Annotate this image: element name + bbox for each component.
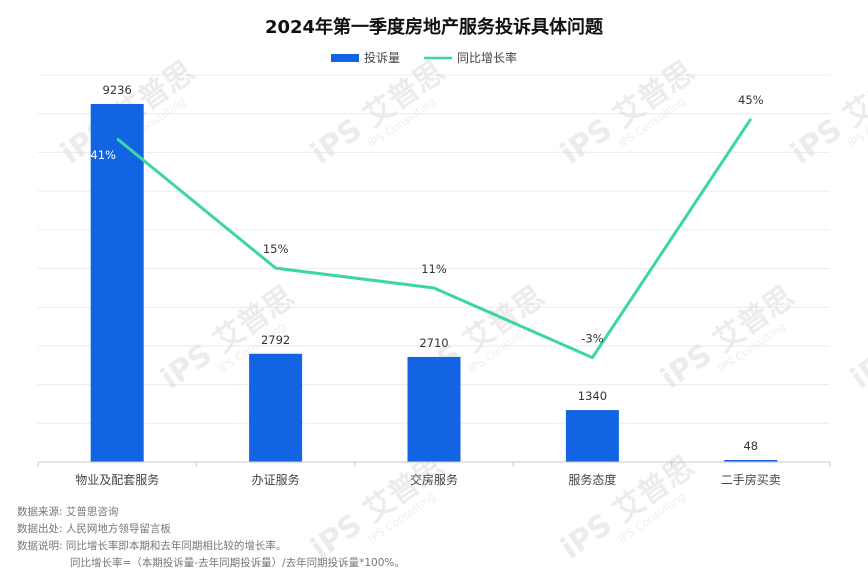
rate-value-labels: 41% 15% 11% -3% 45%: [90, 93, 763, 346]
rate-value-label: 41%: [90, 148, 116, 162]
note-source-text: 艾普思咨询: [65, 506, 119, 518]
bar-0: [90, 104, 144, 462]
x-tick-label: 物业及配套服务: [75, 472, 159, 487]
note-origin: 数据出处: 人民网地方领导留言板: [17, 521, 405, 538]
legend-bar-label: 投诉量: [364, 50, 400, 65]
bar-1: [249, 353, 303, 462]
rate-value-label: 15%: [263, 242, 289, 256]
x-axis: 物业及配套服务 办证服务 交房服务 服务态度 二手房买卖: [37, 461, 831, 487]
bar-value-label: 48: [743, 439, 758, 453]
x-tick-label: 办证服务: [252, 472, 300, 487]
watermark-brand: iPS 艾普思: [845, 279, 868, 396]
rate-line: [116, 118, 753, 360]
note-formula-text: 同比增长率=（本期投诉量-去年同期投诉量）/去年同期投诉量*100%。: [70, 557, 405, 569]
bar-value-label: 9236: [103, 83, 132, 97]
note-formula: 同比增长率=（本期投诉量-去年同期投诉量）/去年同期投诉量*100%。: [17, 555, 405, 572]
rate-point: [275, 267, 277, 269]
note-explanation: 数据说明: 同比增长率即本期和去年同期相比较的增长率。: [17, 538, 405, 555]
note-source-label: 数据来源:: [17, 506, 63, 518]
chart-title: 2024年第一季度房地产服务投诉具体问题: [265, 16, 604, 38]
bar-series: [90, 104, 778, 462]
rate-point: [591, 357, 593, 359]
watermark-brand: iPS 艾普思: [555, 449, 701, 566]
bar-3: [565, 410, 619, 462]
x-tick-label: 交房服务: [410, 472, 458, 487]
watermark-brand: iPS 艾普思: [305, 54, 451, 171]
note-origin-text: 人民网地方领导留言板: [65, 523, 171, 535]
rate-point: [433, 287, 435, 289]
bar-4: [724, 460, 778, 462]
rate-value-label: 45%: [738, 93, 764, 107]
footnotes: 数据来源: 艾普思咨询 数据出处: 人民网地方领导留言板 数据说明: 同比增长率…: [17, 504, 405, 572]
legend-bar-swatch: [331, 54, 359, 62]
x-tick-label: 二手房买卖: [721, 472, 781, 487]
bar-value-label: 2710: [419, 336, 448, 350]
watermark-brand: iPS 艾普思: [555, 54, 701, 171]
watermark-brand: iPS 艾普思: [655, 279, 801, 396]
rate-value-label: 11%: [421, 262, 447, 276]
legend: 投诉量 同比增长率: [331, 50, 517, 65]
rate-point: [116, 138, 118, 140]
rate-value-label: -3%: [581, 332, 603, 346]
line-series: [116, 118, 753, 360]
note-explanation-text: 同比增长率即本期和去年同期相比较的增长率。: [65, 540, 287, 552]
legend-line-label: 同比增长率: [457, 50, 517, 65]
bar-value-labels: 9236 2792 2710 1340 48: [103, 83, 759, 453]
watermark-brand: iPS 艾普思: [785, 54, 868, 171]
note-origin-label: 数据出处:: [17, 523, 63, 535]
note-source: 数据来源: 艾普思咨询: [17, 504, 405, 521]
x-tick-label: 服务态度: [568, 472, 616, 487]
rate-point: [750, 118, 752, 120]
bar-value-label: 2792: [261, 333, 290, 347]
bar-2: [407, 356, 461, 462]
note-explanation-label: 数据说明:: [17, 540, 63, 552]
bar-value-label: 1340: [578, 389, 607, 403]
